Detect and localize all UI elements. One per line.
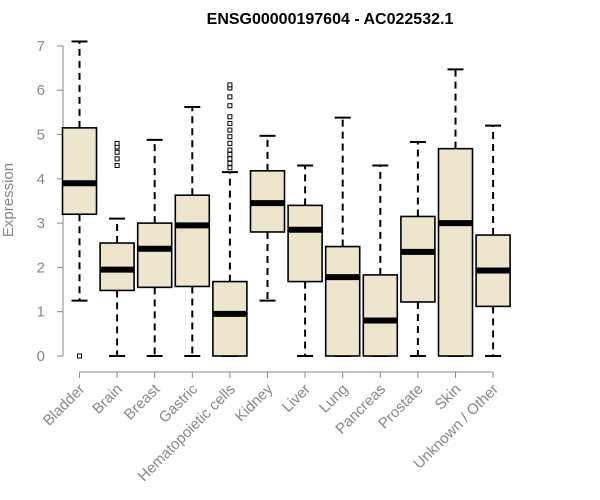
box-liver <box>287 164 323 357</box>
outlier-point <box>227 147 233 153</box>
y-tick-label: 1 <box>37 304 45 321</box>
outlier-point <box>227 151 233 157</box>
box-pancreas <box>362 164 399 357</box>
box-iqr <box>287 204 323 283</box>
box-iqr <box>437 147 474 357</box>
box-breast <box>136 138 173 357</box>
outlier-point <box>227 160 233 166</box>
outlier-point <box>227 156 233 162</box>
outlier-point <box>114 156 120 162</box>
box-unknown-other <box>475 124 511 357</box>
outlier-point <box>227 165 233 171</box>
outlier-point <box>227 94 233 100</box>
y-tick-label: 7 <box>37 38 45 55</box>
box-iqr <box>212 280 248 357</box>
x-tick-label: Liver <box>279 381 314 416</box>
outlier-point <box>227 82 233 88</box>
outlier-point <box>77 353 82 359</box>
box-hematopoietic-cells <box>212 82 248 357</box>
box-iqr <box>136 222 173 289</box>
box-brain <box>99 140 135 357</box>
box-lung <box>324 116 361 357</box>
y-tick-label: 5 <box>37 127 45 144</box>
outlier-point <box>227 103 233 109</box>
box-iqr <box>61 127 98 216</box>
outlier-point <box>114 163 120 169</box>
box-iqr <box>362 274 399 357</box>
box-prostate <box>400 141 436 357</box>
box-iqr <box>400 215 436 303</box>
y-tick-label: 3 <box>37 215 45 232</box>
y-axis-label: Expression <box>0 163 17 237</box>
y-axis: 0 1 2 3 4 5 6 7 <box>37 38 64 365</box>
y-tick-label: 0 <box>37 348 45 365</box>
box-bladder <box>61 40 98 359</box>
outlier-point <box>227 134 233 140</box>
outlier-point <box>227 127 233 133</box>
box-iqr <box>324 245 361 357</box>
y-tick-label: 4 <box>37 171 45 188</box>
box-skin <box>437 68 474 357</box>
x-tick-label: Skin <box>432 381 465 414</box>
y-tick-label: 2 <box>37 259 45 276</box>
outlier-point <box>114 149 120 155</box>
outlier-point <box>227 114 233 120</box>
x-tick-label: Bladder <box>40 381 89 430</box>
x-tick-label: Kidney <box>232 380 277 425</box>
outlier-point <box>227 140 233 146</box>
y-tick-label: 6 <box>37 82 45 99</box>
box-iqr <box>174 194 211 288</box>
outlier-point <box>114 140 120 146</box>
boxes-group <box>61 40 511 359</box>
chart-title: ENSG00000197604 - AC022532.1 <box>207 11 454 28</box>
box-gastric <box>174 106 211 357</box>
box-kidney <box>249 134 286 302</box>
outlier-point <box>227 120 233 126</box>
